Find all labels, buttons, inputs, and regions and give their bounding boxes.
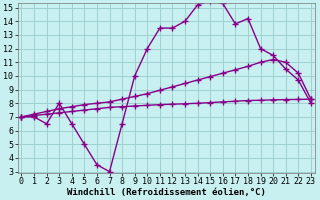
X-axis label: Windchill (Refroidissement éolien,°C): Windchill (Refroidissement éolien,°C) <box>67 188 266 197</box>
